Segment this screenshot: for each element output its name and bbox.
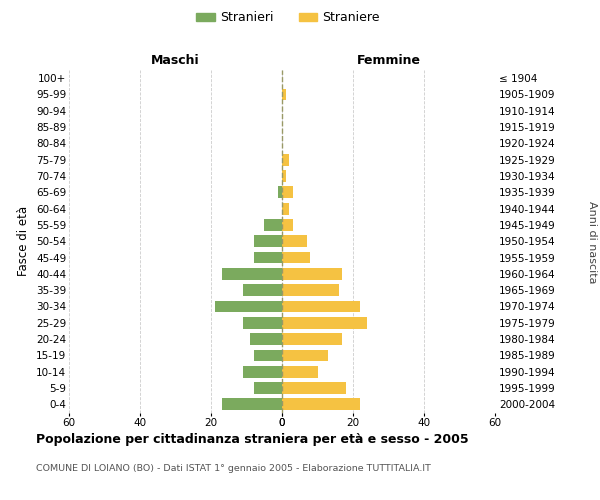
- Bar: [282, 154, 289, 166]
- Bar: [243, 284, 282, 296]
- Bar: [282, 333, 343, 345]
- Bar: [282, 186, 293, 198]
- Bar: [282, 170, 286, 182]
- Bar: [282, 350, 328, 362]
- Bar: [282, 219, 293, 231]
- Bar: [250, 333, 282, 345]
- Bar: [254, 236, 282, 247]
- Bar: [215, 300, 282, 312]
- Text: COMUNE DI LOIANO (BO) - Dati ISTAT 1° gennaio 2005 - Elaborazione TUTTITALIA.IT: COMUNE DI LOIANO (BO) - Dati ISTAT 1° ge…: [36, 464, 431, 473]
- Y-axis label: Fasce di età: Fasce di età: [17, 206, 31, 276]
- Text: Popolazione per cittadinanza straniera per età e sesso - 2005: Popolazione per cittadinanza straniera p…: [36, 432, 469, 446]
- Bar: [221, 398, 282, 410]
- Bar: [282, 268, 343, 280]
- Bar: [282, 252, 310, 264]
- Bar: [282, 398, 360, 410]
- Text: Anni di nascita: Anni di nascita: [587, 201, 597, 284]
- Legend: Stranieri, Straniere: Stranieri, Straniere: [191, 6, 385, 29]
- Bar: [282, 317, 367, 328]
- Bar: [282, 284, 339, 296]
- Bar: [264, 219, 282, 231]
- Bar: [282, 203, 289, 214]
- Bar: [254, 382, 282, 394]
- Bar: [282, 88, 286, 101]
- Text: Femmine: Femmine: [356, 54, 421, 68]
- Bar: [282, 382, 346, 394]
- Bar: [243, 317, 282, 328]
- Bar: [254, 350, 282, 362]
- Bar: [278, 186, 282, 198]
- Bar: [221, 268, 282, 280]
- Bar: [282, 366, 317, 378]
- Bar: [254, 252, 282, 264]
- Bar: [282, 236, 307, 247]
- Text: Maschi: Maschi: [151, 54, 200, 68]
- Bar: [243, 366, 282, 378]
- Bar: [282, 300, 360, 312]
